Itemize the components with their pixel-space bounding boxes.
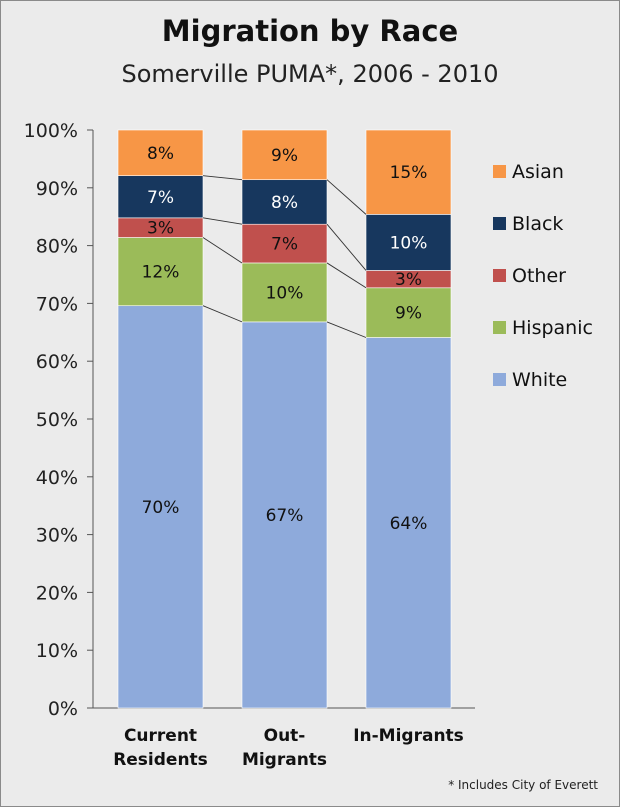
series-connector-line — [202, 305, 243, 323]
legend-swatch-other — [493, 269, 506, 282]
data-label-hispanic: 10% — [266, 283, 304, 303]
bar-segment-hispanic — [241, 262, 328, 323]
y-tick-label: 60% — [36, 351, 78, 373]
data-label-other: 3% — [147, 219, 174, 239]
bar-segment-asian — [117, 129, 204, 176]
y-tick-label: 80% — [36, 236, 78, 258]
bar-segment-white — [241, 321, 328, 709]
data-label-white: 67% — [266, 506, 304, 526]
data-label-hispanic: 12% — [142, 263, 180, 283]
x-category-label: Migrants — [242, 750, 327, 770]
bar-segment-hispanic — [365, 287, 452, 338]
series-connector-line — [326, 321, 367, 338]
data-label-hispanic: 9% — [395, 304, 422, 324]
series-connector-line — [326, 179, 367, 215]
series-connector-line — [326, 262, 367, 289]
bar-segment-black — [241, 179, 328, 225]
series-connector-line — [326, 223, 367, 271]
legend-label-white: White — [512, 369, 567, 391]
y-tick-label: 90% — [36, 178, 78, 200]
bar-segment-black — [117, 175, 204, 219]
x-category-label: Out- — [264, 726, 306, 746]
y-tick-label: 10% — [36, 640, 78, 662]
x-category-label: Residents — [113, 750, 208, 770]
footnote: * Includes City of Everett — [448, 778, 598, 792]
bar-segment-black — [365, 214, 452, 271]
x-category-label: In-Migrants — [353, 726, 464, 746]
legend-label-black: Black — [512, 213, 563, 235]
data-label-black: 8% — [271, 193, 298, 213]
data-label-asian: 8% — [147, 144, 174, 164]
bar-segment-other — [241, 223, 328, 264]
y-tick-label: 50% — [36, 409, 78, 431]
chart-title: Migration by Race — [161, 14, 459, 48]
y-tick-label: 0% — [48, 698, 78, 720]
data-label-asian: 9% — [271, 146, 298, 166]
y-tick-label: 20% — [36, 582, 78, 604]
data-label-other: 7% — [271, 235, 298, 255]
legend-label-asian: Asian — [512, 161, 564, 183]
bar-segment-asian — [365, 129, 452, 215]
legend-swatch-asian — [493, 165, 506, 178]
y-tick-label: 30% — [36, 525, 78, 547]
legend-swatch-white — [493, 373, 506, 386]
data-label-black: 10% — [390, 233, 428, 253]
bar-segment-hispanic — [117, 237, 204, 307]
data-label-white: 64% — [390, 514, 428, 534]
chart-subtitle: Somerville PUMA*, 2006 - 2010 — [121, 60, 499, 88]
legend-swatch-hispanic — [493, 321, 506, 334]
bar-segment-white — [365, 337, 452, 709]
data-label-black: 7% — [147, 188, 174, 208]
series-connector-line — [202, 175, 243, 181]
y-tick-label: 40% — [36, 467, 78, 489]
legend-label-hispanic: Hispanic — [512, 317, 593, 339]
y-tick-label: 100% — [24, 120, 78, 142]
x-category-label: Current — [124, 726, 197, 746]
bar-segment-asian — [241, 129, 328, 181]
data-label-asian: 15% — [390, 163, 428, 183]
legend-swatch-black — [493, 217, 506, 230]
series-connector-line — [202, 237, 243, 264]
data-label-other: 3% — [395, 270, 422, 290]
series-connector-line — [202, 217, 243, 225]
legend-label-other: Other — [512, 265, 566, 287]
data-label-white: 70% — [142, 498, 180, 518]
y-tick-label: 70% — [36, 293, 78, 315]
